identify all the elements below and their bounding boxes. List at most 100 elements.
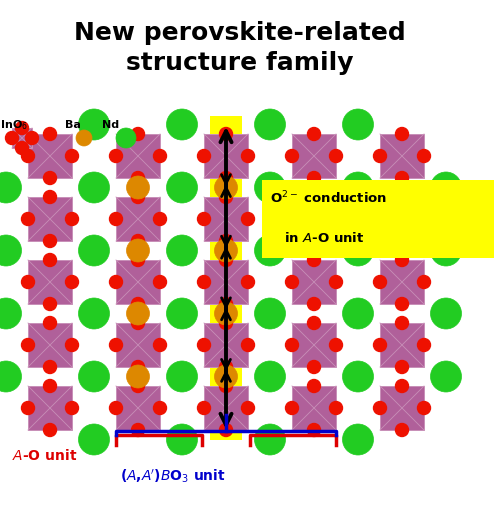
Circle shape <box>342 235 374 266</box>
Circle shape <box>308 298 320 310</box>
Circle shape <box>430 235 462 266</box>
Circle shape <box>374 338 386 352</box>
Bar <box>116 134 160 178</box>
Bar <box>380 134 424 178</box>
Circle shape <box>220 298 232 310</box>
Circle shape <box>220 361 232 373</box>
Circle shape <box>220 128 232 141</box>
Circle shape <box>154 338 166 352</box>
Circle shape <box>396 424 408 436</box>
Circle shape <box>78 109 110 140</box>
Circle shape <box>44 316 57 330</box>
Circle shape <box>132 128 144 141</box>
Circle shape <box>220 172 232 184</box>
Circle shape <box>132 298 144 310</box>
Bar <box>262 180 494 258</box>
Circle shape <box>418 149 430 163</box>
Circle shape <box>110 212 122 226</box>
Circle shape <box>254 424 286 455</box>
Circle shape <box>342 361 374 392</box>
Circle shape <box>0 172 22 203</box>
Circle shape <box>116 128 136 148</box>
Circle shape <box>308 172 320 184</box>
Text: New perovskite-related: New perovskite-related <box>74 21 406 45</box>
Bar <box>116 386 160 430</box>
Text: $\mathit{A}$-O unit: $\mathit{A}$-O unit <box>12 448 78 463</box>
Circle shape <box>220 316 232 330</box>
Bar <box>380 323 424 367</box>
Circle shape <box>430 298 462 329</box>
Circle shape <box>214 239 238 262</box>
Bar <box>116 323 160 367</box>
Circle shape <box>396 379 408 393</box>
Circle shape <box>44 361 57 373</box>
Circle shape <box>286 338 298 352</box>
Circle shape <box>396 172 408 184</box>
Circle shape <box>44 253 57 267</box>
Circle shape <box>418 401 430 415</box>
Circle shape <box>44 424 57 436</box>
Circle shape <box>242 149 254 163</box>
Circle shape <box>396 361 408 373</box>
Bar <box>292 323 336 367</box>
Circle shape <box>166 361 198 392</box>
Circle shape <box>44 235 57 247</box>
Circle shape <box>286 401 298 415</box>
Circle shape <box>132 361 144 373</box>
Circle shape <box>342 424 374 455</box>
Circle shape <box>396 253 408 267</box>
Circle shape <box>166 424 198 455</box>
Circle shape <box>308 361 320 373</box>
Bar <box>204 386 248 430</box>
Circle shape <box>286 212 298 226</box>
Bar <box>292 197 336 241</box>
Circle shape <box>254 361 286 392</box>
Circle shape <box>308 253 320 267</box>
Bar <box>28 260 72 304</box>
Bar <box>28 197 72 241</box>
Circle shape <box>22 212 35 226</box>
Circle shape <box>308 128 320 141</box>
Circle shape <box>166 298 198 329</box>
Circle shape <box>166 172 198 203</box>
Circle shape <box>110 338 122 352</box>
Circle shape <box>214 302 238 325</box>
Circle shape <box>198 338 210 352</box>
Circle shape <box>78 361 110 392</box>
Circle shape <box>286 275 298 289</box>
Bar <box>380 260 424 304</box>
Circle shape <box>430 172 462 203</box>
Circle shape <box>76 130 92 146</box>
Circle shape <box>342 172 374 203</box>
Circle shape <box>22 338 35 352</box>
Circle shape <box>254 172 286 203</box>
Circle shape <box>198 401 210 415</box>
Bar <box>210 116 242 440</box>
Circle shape <box>396 316 408 330</box>
Text: ($\mathit{A}$,$\mathit{A}$$^{\prime}$)$\mathit{B}$O$_3$ unit: ($\mathit{A}$,$\mathit{A}$$^{\prime}$)$\… <box>120 468 226 486</box>
Circle shape <box>198 212 210 226</box>
Circle shape <box>78 298 110 329</box>
Circle shape <box>242 275 254 289</box>
Circle shape <box>308 424 320 436</box>
Circle shape <box>78 235 110 266</box>
Circle shape <box>254 298 286 329</box>
Circle shape <box>22 149 35 163</box>
Circle shape <box>198 275 210 289</box>
Circle shape <box>220 235 232 247</box>
Bar <box>204 197 248 241</box>
Circle shape <box>126 176 150 199</box>
Circle shape <box>22 401 35 415</box>
Circle shape <box>154 275 166 289</box>
Circle shape <box>342 109 374 140</box>
Circle shape <box>330 212 342 226</box>
Text: Ba: Ba <box>65 120 81 130</box>
Circle shape <box>44 379 57 393</box>
Bar <box>204 323 248 367</box>
Bar <box>28 134 72 178</box>
Circle shape <box>110 149 122 163</box>
Circle shape <box>254 109 286 140</box>
Circle shape <box>0 361 22 392</box>
Circle shape <box>396 128 408 141</box>
Circle shape <box>308 235 320 247</box>
